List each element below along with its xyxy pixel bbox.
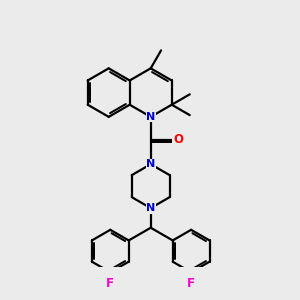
Text: F: F <box>187 278 195 290</box>
Text: N: N <box>146 159 155 169</box>
Text: O: O <box>173 134 183 146</box>
Text: F: F <box>106 278 114 290</box>
Text: N: N <box>146 112 155 122</box>
Text: N: N <box>146 203 155 213</box>
